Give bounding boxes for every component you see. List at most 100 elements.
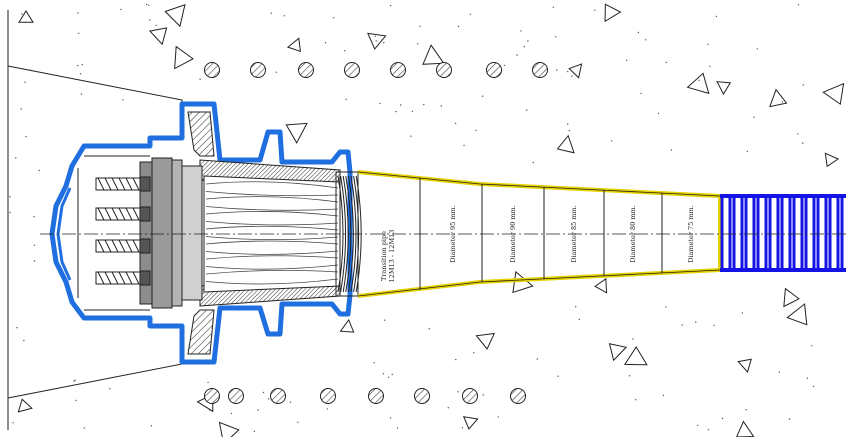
speckle-dot: [383, 41, 385, 44]
speckle-dot: [77, 12, 79, 14]
speckle-dot: [400, 104, 402, 106]
speckle-dot: [207, 381, 209, 384]
speckle-dot: [628, 375, 631, 377]
concrete-aggregate-triangles: [17, 3, 845, 441]
speckle-dot: [417, 43, 419, 45]
speckle-dot: [150, 425, 153, 427]
speckle-dot: [396, 427, 399, 429]
speckle-dot: [469, 13, 471, 15]
speckle-dot: [25, 135, 27, 138]
corrugation-rib: [804, 194, 816, 272]
rebar-bottom: [414, 388, 430, 404]
speckle-dot: [38, 169, 40, 172]
aggregate-triangle: [285, 122, 308, 144]
rebar-top: [532, 62, 548, 78]
aggregate-triangle: [769, 88, 788, 108]
strand-wedge: [139, 238, 151, 254]
strand-twist: [125, 239, 133, 253]
speckle-dot: [657, 112, 660, 115]
speckle-dot: [109, 388, 111, 390]
speckle-dot: [419, 25, 421, 27]
speckle-dot: [145, 3, 148, 6]
speckle-dot: [709, 65, 711, 68]
speckle-dot: [155, 24, 157, 27]
aggregate-triangle: [512, 270, 534, 294]
speckle-dot: [707, 429, 710, 431]
speckle-dot: [481, 95, 484, 97]
speckle-dot: [463, 144, 465, 147]
tendon-wire: [205, 181, 339, 189]
speckle-dot: [497, 416, 499, 418]
tendon-wire: [205, 196, 339, 203]
speckle-dot: [74, 379, 76, 381]
strand-twist: [104, 207, 112, 221]
speckle-dot: [345, 98, 347, 101]
speckle-dot: [665, 306, 667, 308]
tendon-wire: [205, 221, 339, 226]
speckle-dot: [461, 427, 464, 429]
speckle-dot: [811, 345, 813, 347]
tendon-wire: [205, 250, 339, 255]
speckle-dot: [324, 42, 327, 44]
speckle-dot: [797, 133, 799, 135]
speckle-dot: [24, 81, 26, 83]
speckle-dot: [698, 79, 700, 82]
label-diameter-75: Diameter 75 mm.: [687, 205, 695, 263]
speckle-dot: [746, 150, 748, 153]
rebar-top: [204, 62, 220, 78]
tendon-wire: [205, 211, 339, 217]
speckle-dot: [379, 102, 381, 105]
speckle-dot: [578, 318, 580, 321]
speckle-dot: [9, 196, 11, 198]
strand-twist: [97, 177, 105, 191]
speckle-dot: [33, 260, 36, 262]
speckle-dot: [557, 375, 559, 377]
spiral-turn: [340, 175, 347, 293]
strand-twist: [132, 271, 140, 285]
rebar-bottom: [368, 388, 384, 404]
corrugation-rib: [792, 194, 804, 272]
aggregate-triangle: [475, 332, 496, 350]
aggregate-triangle: [218, 421, 240, 441]
strands-group: [95, 176, 151, 286]
strand-twist: [97, 239, 105, 253]
label-diameter-85: Diameter 85 mm.: [570, 205, 578, 263]
speckle-dot: [806, 377, 809, 379]
speckle-dot: [567, 70, 569, 73]
speckle-dot: [395, 110, 397, 113]
speckle-dot: [527, 40, 529, 42]
rebar-top: [486, 62, 502, 78]
aggregate-triangle: [286, 37, 301, 53]
anchor-head-plates: [139, 157, 203, 309]
strand-wedge: [139, 176, 151, 192]
speckle-dot: [33, 244, 36, 246]
corrugation-rib: [780, 194, 792, 272]
label-diameter-95: Diameter 95 mm.: [449, 205, 457, 263]
speckle-dot: [665, 61, 667, 64]
speckle-dot: [428, 328, 430, 330]
strand-twist: [104, 177, 112, 191]
speckle-dot: [640, 92, 642, 95]
tendon-wires: [205, 181, 339, 285]
speckle-dot: [781, 101, 784, 103]
corrugation-rib: [744, 194, 756, 272]
rebar-bottom: [228, 388, 244, 404]
speckle-dot: [475, 129, 477, 132]
speckle-dot: [670, 149, 673, 151]
speckle-dot: [457, 25, 460, 28]
speckle-dot: [333, 17, 335, 19]
speckle-dot: [571, 75, 573, 77]
aggregate-triangle: [822, 82, 845, 105]
rebar-top: [436, 62, 452, 78]
corrugated-duct: [720, 194, 846, 272]
speckle-dot: [9, 211, 11, 214]
aggregate-triangle: [623, 346, 648, 366]
speckle-dot: [81, 63, 84, 66]
speckle-dot: [568, 129, 571, 132]
corrugation-rib: [816, 194, 828, 272]
aggregate-triangle: [716, 81, 732, 96]
speckle-dot: [15, 157, 17, 159]
corrugation-rib: [768, 194, 780, 272]
speckle-dot: [120, 8, 122, 11]
strand-twist: [132, 207, 140, 221]
